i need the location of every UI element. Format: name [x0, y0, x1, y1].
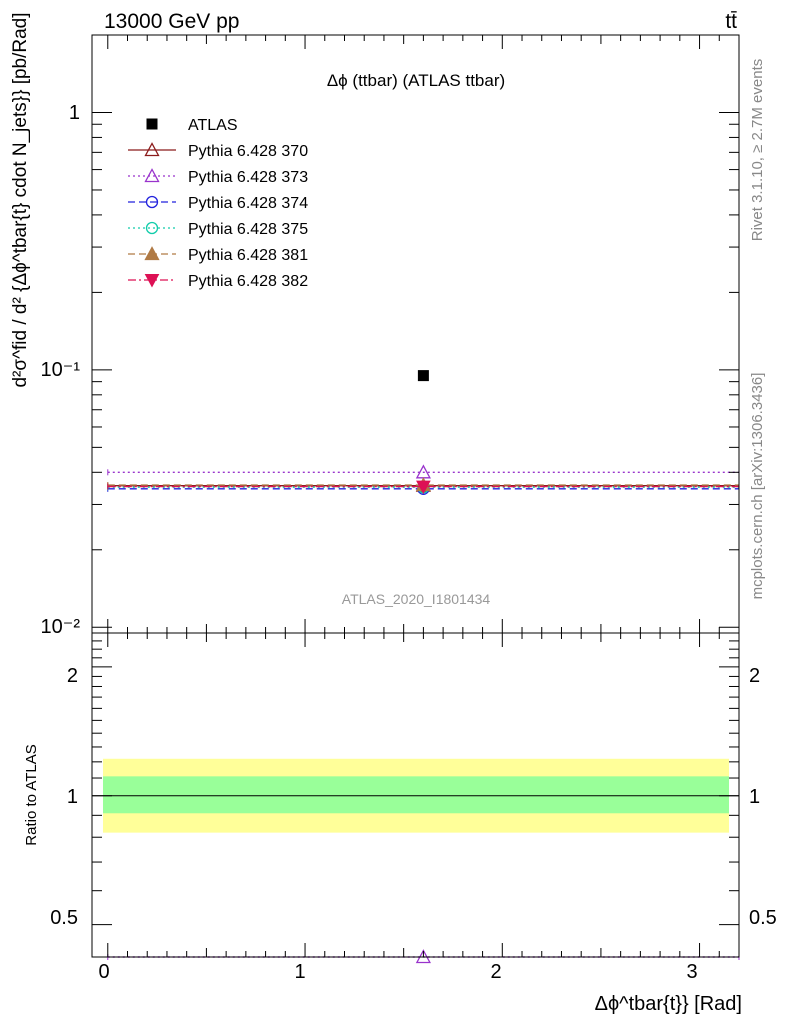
legend-marker-6	[144, 274, 160, 288]
main-y-tick-label-1: 1	[69, 102, 80, 124]
legend: ATLAS Pythia 6.428 370 Pythia 6.428 373 Pyt…	[128, 117, 308, 290]
process-label: 13000 GeV pp	[104, 10, 239, 33]
ratio-band-1	[103, 776, 729, 814]
legend-label-5: Pythia 6.428 381	[188, 247, 308, 264]
x-axis-label: Δϕ^tbar{t}} [Rad]	[595, 993, 742, 1015]
legend-marker-0	[146, 118, 158, 130]
ratio-y-tick-label-2-left: 2	[67, 665, 78, 687]
ratio-y-tick-label-0p5-left: 0.5	[50, 907, 78, 929]
mcplots-source-label: mcplots.cern.ch [arXiv:1306.3436]	[749, 373, 766, 600]
ratio-panel: 2 1 0.5 2 1 0.5 Ratio to ATLAS 0 1 2 3 Δ…	[23, 632, 777, 1015]
legend-marker-3	[145, 195, 159, 209]
main-title: Δϕ (ttbar) (ATLAS ttbar)	[327, 71, 505, 90]
legend-label-0: ATLAS	[188, 117, 238, 134]
legend-marker-5	[144, 246, 160, 261]
legend-marker-2	[144, 168, 160, 183]
ratio-plot-area	[92, 758, 740, 964]
x-tick-label-0: 0	[98, 961, 109, 983]
legend-marker-1	[144, 142, 160, 157]
legend-label-1: Pythia 6.428 370	[188, 143, 308, 160]
ratio-y-tick-label-1-left: 1	[67, 786, 78, 808]
x-tick-label-1: 1	[294, 961, 305, 983]
main-y-tick-label-0p01: 10⁻²	[41, 616, 81, 638]
ratio-y-axis-label: Ratio to ATLAS	[23, 744, 40, 845]
main-series-6-point-0	[416, 480, 431, 495]
channel-label: tt̄	[725, 10, 737, 33]
ratio-y-tick-label-1-right: 1	[749, 786, 760, 808]
ratio-axis-ticks	[92, 633, 740, 957]
ratio-y-tick-label-2-right: 2	[749, 665, 760, 687]
main-panel: Δϕ (ttbar) (ATLAS ttbar) ATLAS_2020_I180…	[10, 12, 740, 638]
legend-label-6: Pythia 6.428 382	[188, 273, 308, 290]
main-y-tick-label-0p1: 10⁻¹	[41, 359, 81, 381]
legend-marker-4	[145, 221, 159, 235]
main-y-axis-label: d²σ^fid / d² {Δϕ^tbar{t} cdot N_jets}} […	[10, 12, 31, 387]
x-tick-label-3: 3	[686, 961, 697, 983]
main-axis-ticks	[92, 34, 740, 633]
x-tick-label-2: 2	[490, 961, 501, 983]
main-plot-area	[107, 370, 740, 495]
legend-label-3: Pythia 6.428 374	[188, 195, 308, 212]
ratio-panel-frame	[91, 632, 740, 958]
analysis-watermark: ATLAS_2020_I1801434	[342, 591, 491, 607]
main-series-0-point-0	[417, 370, 429, 382]
legend-label-4: Pythia 6.428 375	[188, 221, 308, 238]
ratio-y-tick-label-0p5-right: 0.5	[749, 907, 777, 929]
legend-label-2: Pythia 6.428 373	[188, 169, 308, 186]
rivet-version-label: Rivet 3.1.10, ≥ 2.7M events	[749, 59, 766, 242]
